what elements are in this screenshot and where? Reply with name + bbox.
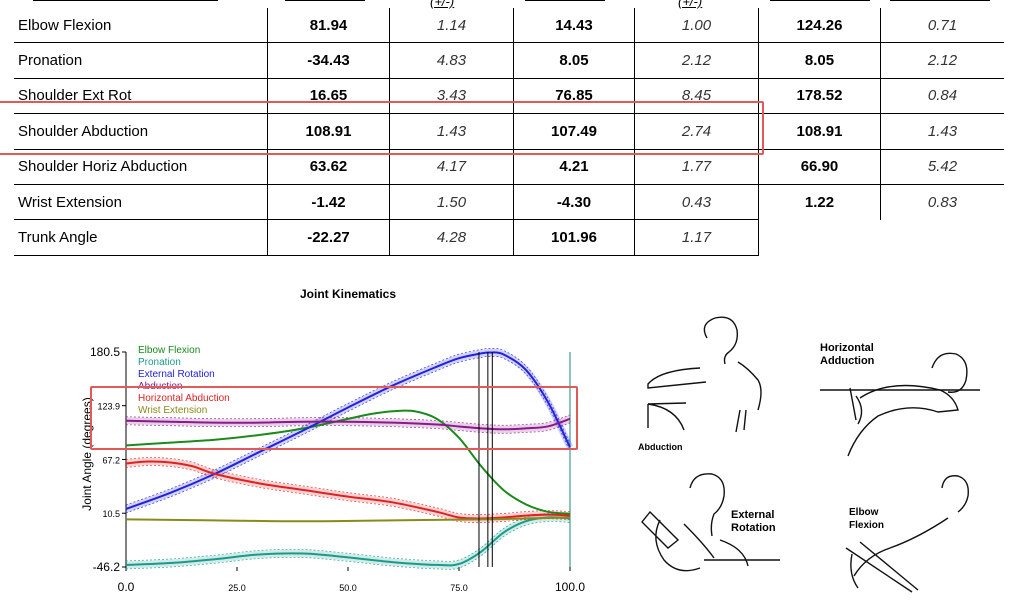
row-label: Elbow Flexion xyxy=(14,8,268,43)
highlight-box-chart xyxy=(90,386,578,450)
row-label: Pronation xyxy=(14,42,268,79)
cell-value: 124.26 xyxy=(758,8,881,43)
cell-value: 14.43 xyxy=(513,8,635,43)
label-external-rotation: External Rotation xyxy=(731,509,776,535)
header-rule xyxy=(285,0,365,1)
label-abduction: Abduction xyxy=(638,442,683,452)
legend-pronation: Pronation xyxy=(138,357,181,368)
table-row: Trunk Angle -22.27 4.28 101.96 1.17 xyxy=(14,219,1004,256)
row-label: Shoulder Abduction xyxy=(14,113,268,150)
kinematics-table: Elbow Flexion 81.94 1.14 14.43 1.00 124.… xyxy=(14,8,1004,256)
cell-value: 8.05 xyxy=(513,42,635,79)
cell-sd: 2.12 xyxy=(880,42,1004,79)
cell-value: -22.27 xyxy=(267,219,390,256)
y-tick-label: 123.9 xyxy=(97,402,120,412)
y-tick-label: 67.2 xyxy=(102,455,120,465)
table-row: Elbow Flexion 81.94 1.14 14.43 1.00 124.… xyxy=(14,8,1004,43)
band-lower-external-rotation xyxy=(125,355,571,514)
label-elbow-flexion: Elbow Flexion xyxy=(849,506,884,532)
cell-value: 108.91 xyxy=(267,113,390,150)
cell-value: -4.30 xyxy=(513,183,635,220)
cell-sd: 1.43 xyxy=(880,113,1004,150)
table-row: Shoulder Ext Rot 16.65 3.43 76.85 8.45 1… xyxy=(14,77,1004,114)
y-tick-label: 180.5 xyxy=(90,345,120,359)
cell-value: -1.42 xyxy=(267,183,390,220)
cell-sd: 3.43 xyxy=(389,77,514,114)
cell-sd: 0.84 xyxy=(880,77,1004,114)
header-fragment: (+/-) xyxy=(678,0,703,9)
cell-sd: 1.00 xyxy=(634,8,759,43)
cell-value: 178.52 xyxy=(758,77,881,114)
cell-sd: 1.14 xyxy=(389,8,514,43)
cell-sd: 1.17 xyxy=(634,219,759,256)
cell-value: 76.85 xyxy=(513,77,635,114)
cell-value: 66.90 xyxy=(758,148,881,185)
table-row: Wrist Extension -1.42 1.50 -4.30 0.43 1.… xyxy=(14,183,1004,220)
x-tick-label: 100.0 xyxy=(555,580,585,594)
cell-sd: 0.43 xyxy=(634,183,759,220)
cell-sd: 8.45 xyxy=(634,77,759,114)
band-upper-pronation xyxy=(125,512,571,562)
cell-value: 108.91 xyxy=(758,113,881,150)
header-rule xyxy=(33,0,218,1)
label-elbow-flexion-text: Elbow Flexion xyxy=(849,507,885,531)
table-row: Shoulder Abduction 108.91 1.43 107.49 2.… xyxy=(14,113,1004,150)
band-lower-horizontal-abduction xyxy=(125,465,571,523)
x-tick-label: 50.0 xyxy=(339,583,357,593)
cell-sd: 2.74 xyxy=(634,113,759,150)
band-lower-abduction xyxy=(125,422,571,434)
cell-value: 81.94 xyxy=(267,8,390,43)
cell-value: 8.05 xyxy=(758,42,881,79)
cell-sd: 2.12 xyxy=(634,42,759,79)
cell-sd: 4.83 xyxy=(389,42,514,79)
legend-wrist-extension: Wrist Extension xyxy=(138,405,208,416)
band-upper-horizontal-abduction xyxy=(125,457,571,515)
legend-elbow-flexion: Elbow Flexion xyxy=(138,345,201,356)
series-line-horizontal-abduction xyxy=(125,460,571,520)
series-line-external-rotation xyxy=(125,351,571,510)
band-upper-external-rotation xyxy=(125,347,571,506)
row-label: Shoulder Ext Rot xyxy=(14,77,268,114)
cell-sd: 0.83 xyxy=(880,183,1004,220)
header-fragment: (+/-) xyxy=(430,0,455,9)
band-lower-pronation xyxy=(125,520,571,570)
row-label: Trunk Angle xyxy=(14,219,268,256)
cell-sd: 4.28 xyxy=(389,219,514,256)
label-external-rotation-text: External Rotation xyxy=(731,509,776,534)
x-tick-label: 25.0 xyxy=(228,583,246,593)
chart-title: Joint Kinematics xyxy=(300,287,397,301)
header-rule xyxy=(770,0,870,1)
band-upper-abduction xyxy=(125,414,571,426)
legend-horizontal-abduction: Horizontal Abduction xyxy=(138,393,230,404)
table-row: Pronation -34.43 4.83 8.05 2.12 8.05 2.1… xyxy=(14,42,1004,79)
series-line-abduction xyxy=(125,417,571,431)
legend-external-rotation: External Rotation xyxy=(138,369,215,380)
series-line-wrist-extension xyxy=(125,516,571,523)
cell-value: 16.65 xyxy=(267,77,390,114)
cell-sd: 5.42 xyxy=(880,148,1004,185)
highlight-box-table xyxy=(0,101,764,155)
cell-sd: 1.43 xyxy=(389,113,514,150)
y-tick-label: 10.5 xyxy=(102,509,120,519)
x-tick-label: 0.0 xyxy=(118,580,135,594)
series-line-elbow-flexion xyxy=(125,409,571,515)
cell-value: 101.96 xyxy=(513,219,635,256)
cell-value: -34.43 xyxy=(267,42,390,79)
cell-sd: 0.71 xyxy=(927,16,958,34)
header-rule xyxy=(890,0,990,1)
y-tick-label: -46.2 xyxy=(93,560,121,574)
x-tick-label: 75.0 xyxy=(450,583,468,593)
cell-value: 1.22 xyxy=(758,183,881,220)
label-horizontal-adduction: Horizontal Adduction xyxy=(820,342,874,368)
series-line-pronation xyxy=(125,516,571,567)
cell-value: 107.49 xyxy=(513,113,635,150)
label-horizontal-adduction-text: Horizontal Adduction xyxy=(820,342,875,367)
row-label: Wrist Extension xyxy=(14,183,268,220)
header-rule xyxy=(525,0,605,1)
cell-sd: 1.50 xyxy=(389,183,514,220)
